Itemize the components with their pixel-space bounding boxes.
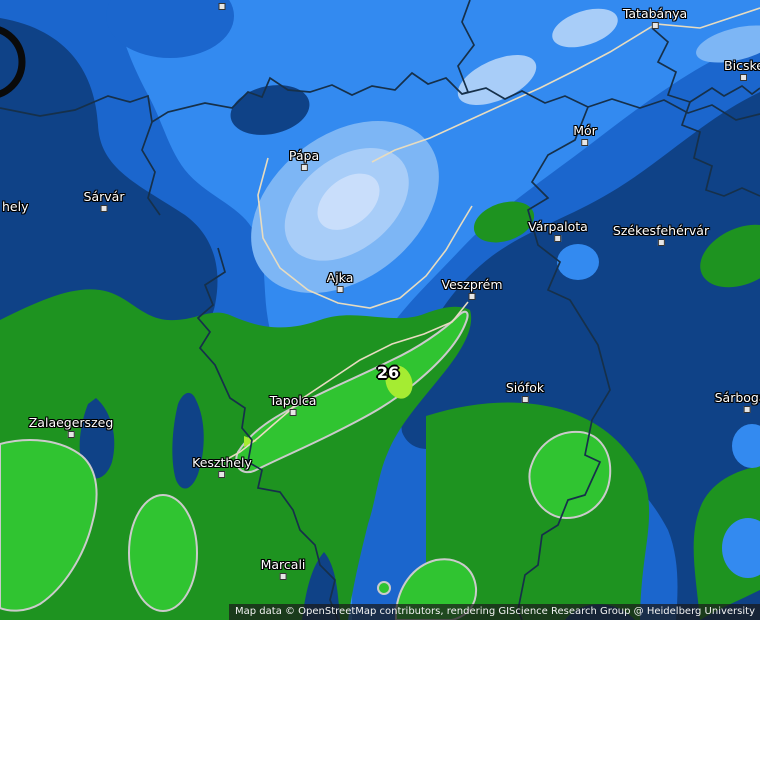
region-10-15mm-central	[400, 92, 760, 620]
region-10-15mm-blob	[230, 85, 310, 135]
region-25-30mm-patch	[385, 365, 413, 399]
region-10-15mm-west	[0, 18, 218, 357]
region-2-3mm-patch	[457, 54, 537, 106]
region-25-30mm-dot	[244, 436, 257, 447]
region-2-3mm-patch	[552, 8, 618, 48]
map-attribution: Map data © OpenStreetMap contributors, r…	[229, 604, 760, 620]
map-canvas	[0, 0, 760, 620]
region-10-15mm-tongue	[172, 392, 204, 489]
region-5-7mm-swath	[115, 0, 760, 620]
border-lines	[0, 0, 760, 620]
region-15-20mm-east-patch	[700, 224, 760, 288]
region-5-7mm-blob	[732, 424, 760, 468]
region-20-25mm-group	[0, 310, 612, 620]
precip-value-label: 26	[376, 363, 400, 382]
region-light-core	[251, 120, 439, 294]
road-lines	[221, 7, 760, 463]
precipitation-map[interactable]: Tatabánya Bicske Mór Pápa Sárvár hely Várpalot…	[0, 0, 760, 620]
road-ring-icon	[0, 26, 26, 98]
town-marker	[218, 3, 226, 10]
region-5-7mm-varpalota-blob	[557, 244, 599, 280]
region-5-7mm-blob	[722, 518, 760, 578]
info-panel: Akkumulierte Niederschlagsmenge (mm) Von…	[0, 620, 760, 760]
region-15-20mm-varpalota-patch	[473, 201, 535, 243]
region-7-10mm-blob	[106, 0, 234, 58]
region-10-15mm-tongue	[79, 398, 115, 479]
region-3-5mm-patch	[696, 25, 760, 63]
